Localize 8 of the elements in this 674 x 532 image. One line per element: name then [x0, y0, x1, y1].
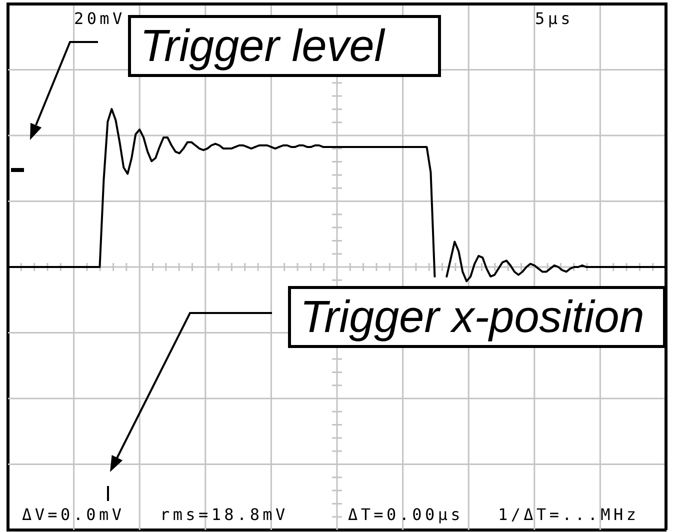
- text: rms=18.8mV: [160, 505, 288, 524]
- text: ΔT=0.00μs: [348, 505, 464, 524]
- text: ΔV=0.0mV: [22, 505, 125, 524]
- text: Trigger level: [128, 15, 441, 77]
- text: 20mV: [74, 9, 126, 28]
- text: 1/ΔT=...MHz: [498, 505, 640, 524]
- text: 5μs: [535, 9, 574, 28]
- text: Trigger x-position: [288, 286, 666, 348]
